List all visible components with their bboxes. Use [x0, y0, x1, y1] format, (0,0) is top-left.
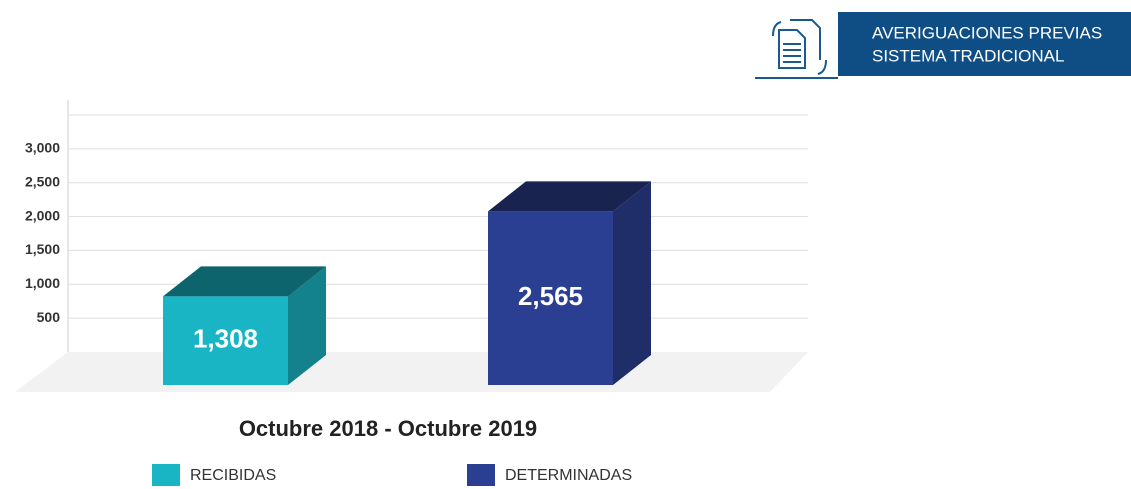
value-label: 2,565 [518, 281, 583, 311]
bar-side [288, 266, 326, 385]
bar-side [613, 181, 651, 385]
floor [15, 352, 808, 392]
bar [163, 296, 288, 385]
header-badge: AVERIGUACIONES PREVIAS SISTEMA TRADICION… [755, 12, 1131, 79]
bar [488, 211, 613, 385]
header-line: SISTEMA TRADICIONAL [872, 46, 1064, 65]
legend-label: DETERMINADAS [505, 467, 632, 484]
bar-top [163, 266, 326, 297]
x-axis-label: Octubre 2018 - Octubre 2019 [239, 416, 537, 441]
header-box [838, 12, 1131, 76]
y-tick-label: 3,000 [25, 140, 60, 156]
y-tick-label: 2,500 [25, 173, 60, 189]
legend-swatch [152, 464, 180, 486]
legend-label: RECIBIDAS [190, 467, 276, 484]
y-tick-label: 1,500 [25, 241, 60, 257]
y-tick-label: 1,000 [25, 275, 60, 291]
y-tick-label: 2,000 [25, 207, 60, 223]
doc-icon [772, 19, 827, 75]
y-tick-label: 500 [37, 309, 61, 325]
value-label: 1,308 [193, 324, 258, 354]
bar-top [488, 181, 651, 212]
header-line: AVERIGUACIONES PREVIAS [872, 23, 1102, 42]
legend-swatch [467, 464, 495, 486]
